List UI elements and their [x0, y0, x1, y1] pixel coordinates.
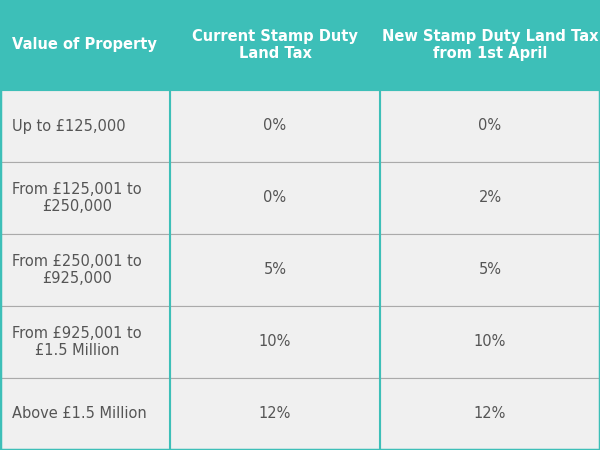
- Bar: [170, 0, 380, 90]
- Text: Above £1.5 Million: Above £1.5 Million: [12, 406, 147, 422]
- Bar: [380, 306, 600, 378]
- Text: 5%: 5%: [263, 262, 287, 278]
- Bar: [0, 0, 170, 90]
- Text: 12%: 12%: [259, 406, 291, 422]
- Text: 12%: 12%: [474, 406, 506, 422]
- Text: From £925,001 to
£1.5 Million: From £925,001 to £1.5 Million: [12, 326, 142, 358]
- Bar: [0, 234, 170, 306]
- Text: Value of Property: Value of Property: [12, 37, 157, 53]
- Text: 0%: 0%: [263, 118, 287, 134]
- Bar: [380, 234, 600, 306]
- Text: 5%: 5%: [479, 262, 502, 278]
- Bar: [170, 234, 380, 306]
- Text: 0%: 0%: [478, 118, 502, 134]
- Bar: [380, 162, 600, 234]
- Text: 2%: 2%: [478, 190, 502, 206]
- Text: From £250,001 to
£925,000: From £250,001 to £925,000: [12, 254, 142, 286]
- Bar: [0, 90, 170, 162]
- Bar: [0, 162, 170, 234]
- Text: Up to £125,000: Up to £125,000: [12, 118, 125, 134]
- Bar: [380, 90, 600, 162]
- Bar: [0, 378, 170, 450]
- Text: New Stamp Duty Land Tax
from 1st April: New Stamp Duty Land Tax from 1st April: [382, 29, 598, 61]
- Text: From £125,001 to
£250,000: From £125,001 to £250,000: [12, 182, 142, 214]
- Text: 10%: 10%: [474, 334, 506, 350]
- Bar: [170, 90, 380, 162]
- Bar: [380, 378, 600, 450]
- Bar: [170, 306, 380, 378]
- Text: 0%: 0%: [263, 190, 287, 206]
- Bar: [0, 306, 170, 378]
- Text: 10%: 10%: [259, 334, 291, 350]
- Bar: [170, 378, 380, 450]
- Bar: [380, 0, 600, 90]
- Text: Current Stamp Duty
Land Tax: Current Stamp Duty Land Tax: [192, 29, 358, 61]
- Bar: [170, 162, 380, 234]
